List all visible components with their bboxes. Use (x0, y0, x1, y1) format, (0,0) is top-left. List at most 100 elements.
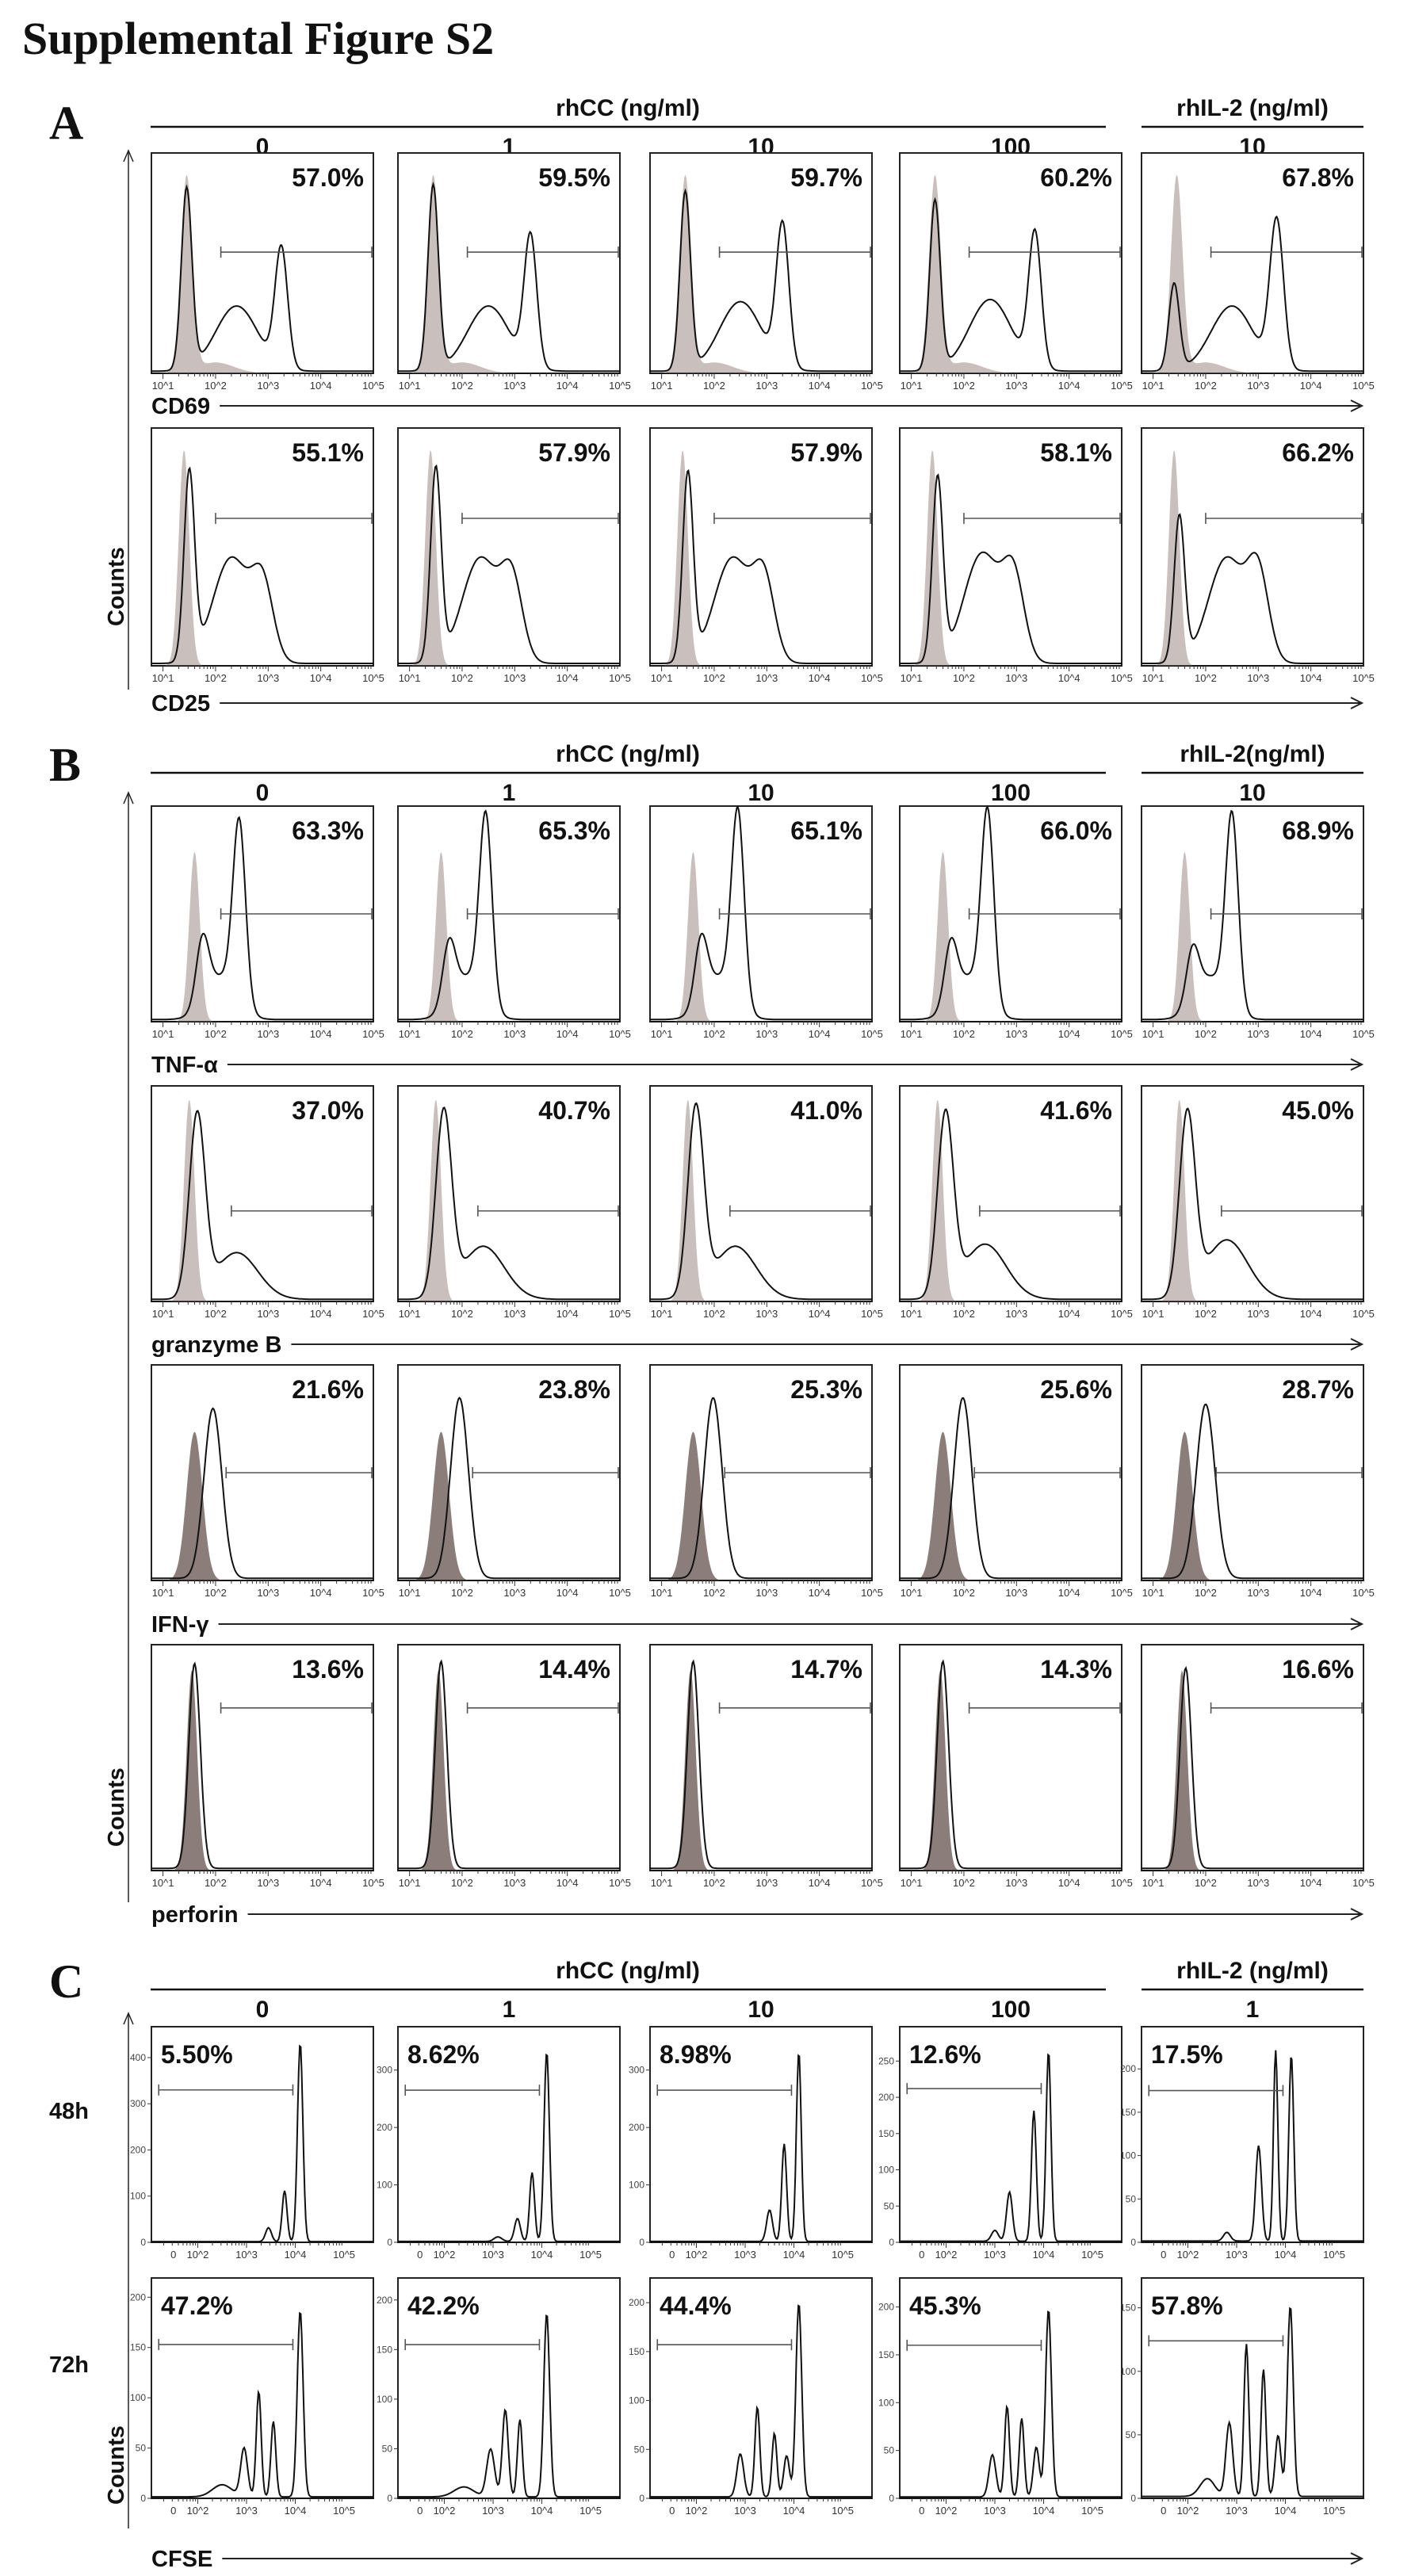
gated-percentage: 37.0% (292, 1096, 364, 1125)
x-tick-label: 10^4 (1058, 380, 1080, 392)
x-tick-label: 10^3 (755, 1308, 778, 1320)
control-histogram-fill (1142, 1431, 1363, 1580)
x-tick-label: 10^4 (809, 1308, 831, 1320)
sample-histogram-line (650, 2054, 872, 2242)
sample-histogram-line (900, 1108, 1122, 1301)
panel-letter: A (49, 97, 83, 149)
x-tick-label: 10^4 (310, 1587, 332, 1599)
x-tick-label: 10^1 (399, 1028, 421, 1040)
x-tick-label: 10^5 (609, 1587, 631, 1599)
figure-title: Supplemental Figure S2 (22, 13, 494, 64)
marker-axis-label: CD69 (151, 394, 210, 419)
x-tick-label: 10^5 (362, 672, 384, 684)
histogram-plot: 59.7% 10^1 10^2 10^3 10^4 10^5 (649, 152, 883, 392)
y-tick-label: 250 (878, 2055, 894, 2066)
sample-histogram-line (398, 1106, 620, 1301)
control-histogram-fill (900, 1670, 1122, 1871)
x-tick-label: 10^4 (1058, 1877, 1080, 1889)
x-tick-label: 10^3 (1247, 380, 1269, 392)
x-tick-label: 10^5 (1323, 2505, 1345, 2517)
gated-percentage: 40.7% (538, 1096, 610, 1125)
column-label: 0 (256, 780, 270, 806)
x-tick-label: 10^4 (1300, 380, 1322, 392)
control-histogram-fill (650, 1431, 872, 1580)
histogram-plot: 63.3% 10^1 10^2 10^3 10^4 10^5 (151, 805, 384, 1040)
x-tick-label: 10^2 (434, 2505, 456, 2517)
sample-histogram-line (650, 1397, 872, 1580)
x-tick-label: 10^2 (451, 1028, 473, 1040)
counts-axis-label: Counts (104, 547, 129, 626)
histogram-plot: 68.9% 10^1 10^2 10^3 10^4 10^5 (1141, 805, 1375, 1040)
x-tick-label: 10^1 (152, 1877, 174, 1889)
x-tick-label: 10^1 (651, 1308, 673, 1320)
gated-percentage: 68.9% (1282, 816, 1354, 845)
histogram-plot: 67.8% 10^1 10^2 10^3 10^4 10^5 (1141, 152, 1375, 392)
x-tick-label: 10^4 (809, 1587, 831, 1599)
y-tick-label: 150 (629, 2346, 644, 2357)
sample-histogram-line (900, 2310, 1122, 2498)
sample-histogram-line (649, 188, 872, 373)
x-tick-label: 10^2 (205, 1877, 227, 1889)
sample-histogram-line (1142, 809, 1363, 1021)
x-tick-label: 10^5 (579, 2249, 602, 2261)
histogram-plot: 44.4% 0 10^2 10^3 10^4 10^5 0 50 100 150 200 (629, 2277, 873, 2517)
x-tick-label: 10^3 (257, 380, 279, 392)
x-tick-label: 10^3 (755, 672, 778, 684)
control-histogram-fill (1142, 450, 1363, 666)
x-tick-label: 10^1 (152, 1028, 174, 1040)
x-tick-label: 10^1 (901, 380, 923, 392)
x-tick-label: 10^3 (503, 1308, 526, 1320)
x-tick-label: 10^4 (1275, 2249, 1297, 2261)
panel-letter: C (49, 1955, 83, 2008)
x-tick-label: 10^3 (1005, 1877, 1027, 1889)
x-tick-label: 10^4 (310, 672, 332, 684)
x-tick-label: 10^2 (703, 1308, 725, 1320)
y-tick-label: 400 (130, 2052, 146, 2063)
sample-histogram-line (650, 2304, 872, 2498)
x-tick-label: 10^2 (935, 2505, 958, 2517)
y-tick-label: 200 (377, 2122, 392, 2133)
gated-percentage: 13.6% (292, 1655, 364, 1684)
x-tick-label: 10^5 (1352, 1028, 1375, 1040)
x-tick-label: 10^1 (399, 1308, 421, 1320)
x-tick-label: 10^3 (235, 2249, 258, 2261)
x-tick-label: 10^3 (1247, 1877, 1269, 1889)
sample-histogram-line (650, 468, 872, 664)
x-tick-label: 10^4 (809, 1028, 831, 1040)
control-histogram-fill (398, 851, 620, 1022)
x-tick-label: 10^4 (1058, 1308, 1080, 1320)
y-tick-label: 200 (1120, 2063, 1136, 2074)
histogram-plot: 60.2% 10^1 10^2 10^3 10^4 10^5 (899, 152, 1133, 392)
rhcc-group-label: rhCC (ng/ml) (556, 1958, 700, 1984)
x-tick-label: 10^4 (809, 380, 831, 392)
control-histogram-fill (650, 450, 872, 666)
x-tick-label: 10^4 (285, 2249, 307, 2261)
y-tick-label: 50 (382, 2443, 393, 2454)
y-tick-label: 200 (878, 2302, 894, 2313)
x-tick-label: 10^4 (556, 380, 579, 392)
y-tick-label: 150 (878, 2128, 894, 2139)
gated-percentage: 41.0% (790, 1096, 862, 1125)
x-tick-label: 10^2 (1177, 2505, 1199, 2517)
sample-histogram-line (650, 1102, 872, 1301)
sample-histogram-line (900, 1659, 1122, 1870)
gated-percentage: 57.8% (1151, 2291, 1223, 2320)
x-tick-label: 10^2 (686, 2505, 708, 2517)
histogram-plot: 42.2% 0 10^2 10^3 10^4 10^5 0 50 100 150 200 (377, 2277, 621, 2517)
x-tick-label: 10^3 (755, 1028, 778, 1040)
gated-percentage: 42.2% (407, 2291, 480, 2320)
sample-histogram-line (398, 2053, 620, 2242)
y-tick-label: 100 (629, 2395, 644, 2406)
sample-histogram-line (398, 464, 620, 664)
gated-percentage: 44.4% (660, 2291, 732, 2320)
x-tick-label: 10^1 (901, 672, 923, 684)
gated-percentage: 66.0% (1040, 816, 1112, 845)
x-tick-label: 10^2 (1177, 2249, 1199, 2261)
x-tick-label: 10^5 (1081, 2505, 1103, 2517)
x-tick-label: 10^3 (257, 672, 279, 684)
counts-axis-arrowhead (123, 2012, 134, 2025)
x-tick-label: 10^2 (205, 672, 227, 684)
marker-axis-label: TNF-α (151, 1053, 218, 1078)
gated-percentage: 55.1% (292, 438, 364, 467)
y-tick-label: 0 (1130, 2493, 1136, 2504)
